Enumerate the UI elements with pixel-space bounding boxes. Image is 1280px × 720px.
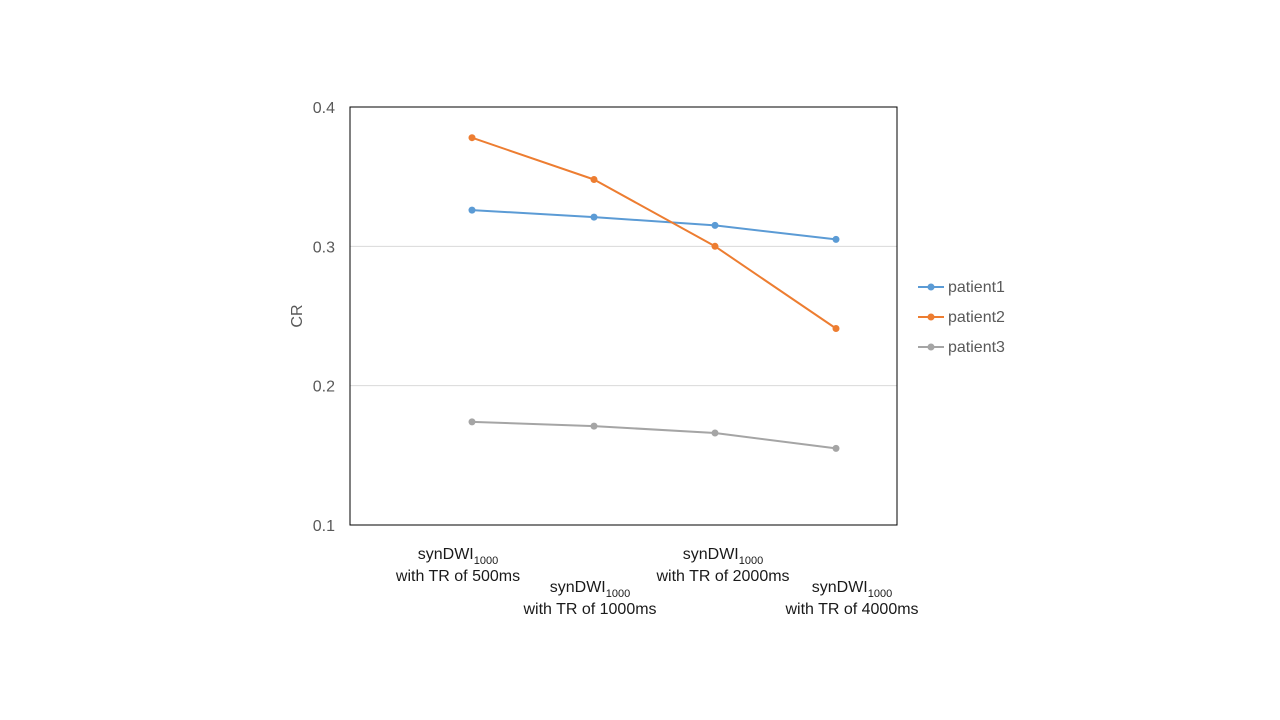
- y-tick-label: 0.4: [313, 100, 335, 117]
- series-patient2: [468, 134, 840, 332]
- legend-item-patient1: patient1: [918, 279, 1005, 296]
- data-point-patient1: [590, 213, 598, 221]
- data-point-patient1: [468, 206, 476, 214]
- data-point-patient3: [832, 444, 840, 452]
- legend-label: patient3: [948, 339, 1005, 356]
- y-tick-label: 0.3: [313, 239, 335, 256]
- series-line-patient3: [471, 420, 837, 450]
- legend: patient1 patient2 patient3: [918, 279, 1005, 356]
- category-label-line1: synDWI1000: [683, 546, 763, 567]
- legend-item-patient3: patient3: [918, 339, 1005, 356]
- y-axis-tick-labels: 0.1 0.2 0.3 0.4: [313, 100, 335, 535]
- data-point-patient3: [468, 418, 476, 426]
- data-point-patient2: [711, 242, 719, 250]
- series-patient1: [468, 206, 840, 243]
- category-label-line1: synDWI1000: [812, 579, 892, 600]
- legend-item-patient2: patient2: [918, 309, 1005, 326]
- data-point-patient1: [711, 221, 719, 229]
- y-tick-label: 0.2: [313, 379, 335, 396]
- plot-area-border: [349, 106, 898, 526]
- series-lines: [468, 134, 840, 452]
- legend-label: patient1: [948, 279, 1005, 296]
- data-point-patient2: [468, 134, 476, 142]
- category-label-line2: with TR of 4000ms: [784, 601, 918, 618]
- series-line-patient1: [471, 209, 837, 241]
- data-point-patient2: [832, 325, 840, 332]
- category-label-line1: synDWI1000: [418, 546, 498, 567]
- category-label-line2: with TR of 2000ms: [655, 568, 789, 585]
- series-patient3: [468, 418, 840, 452]
- category-label-line1: synDWI1000: [550, 579, 630, 600]
- series-line-patient2: [471, 136, 837, 330]
- legend-marker: [927, 343, 935, 351]
- y-axis-title: CR: [289, 304, 306, 327]
- legend-marker: [927, 313, 935, 321]
- y-tick-label: 0.1: [313, 518, 335, 535]
- data-point-patient2: [590, 176, 598, 183]
- data-point-patient3: [711, 429, 719, 437]
- data-point-patient3: [590, 422, 598, 430]
- category-label-line2: with TR of 500ms: [395, 568, 520, 585]
- category-label-line2: with TR of 1000ms: [522, 601, 656, 618]
- gridlines: [350, 245, 897, 387]
- legend-marker: [927, 283, 935, 291]
- legend-label: patient2: [948, 309, 1005, 326]
- data-point-patient1: [832, 235, 840, 243]
